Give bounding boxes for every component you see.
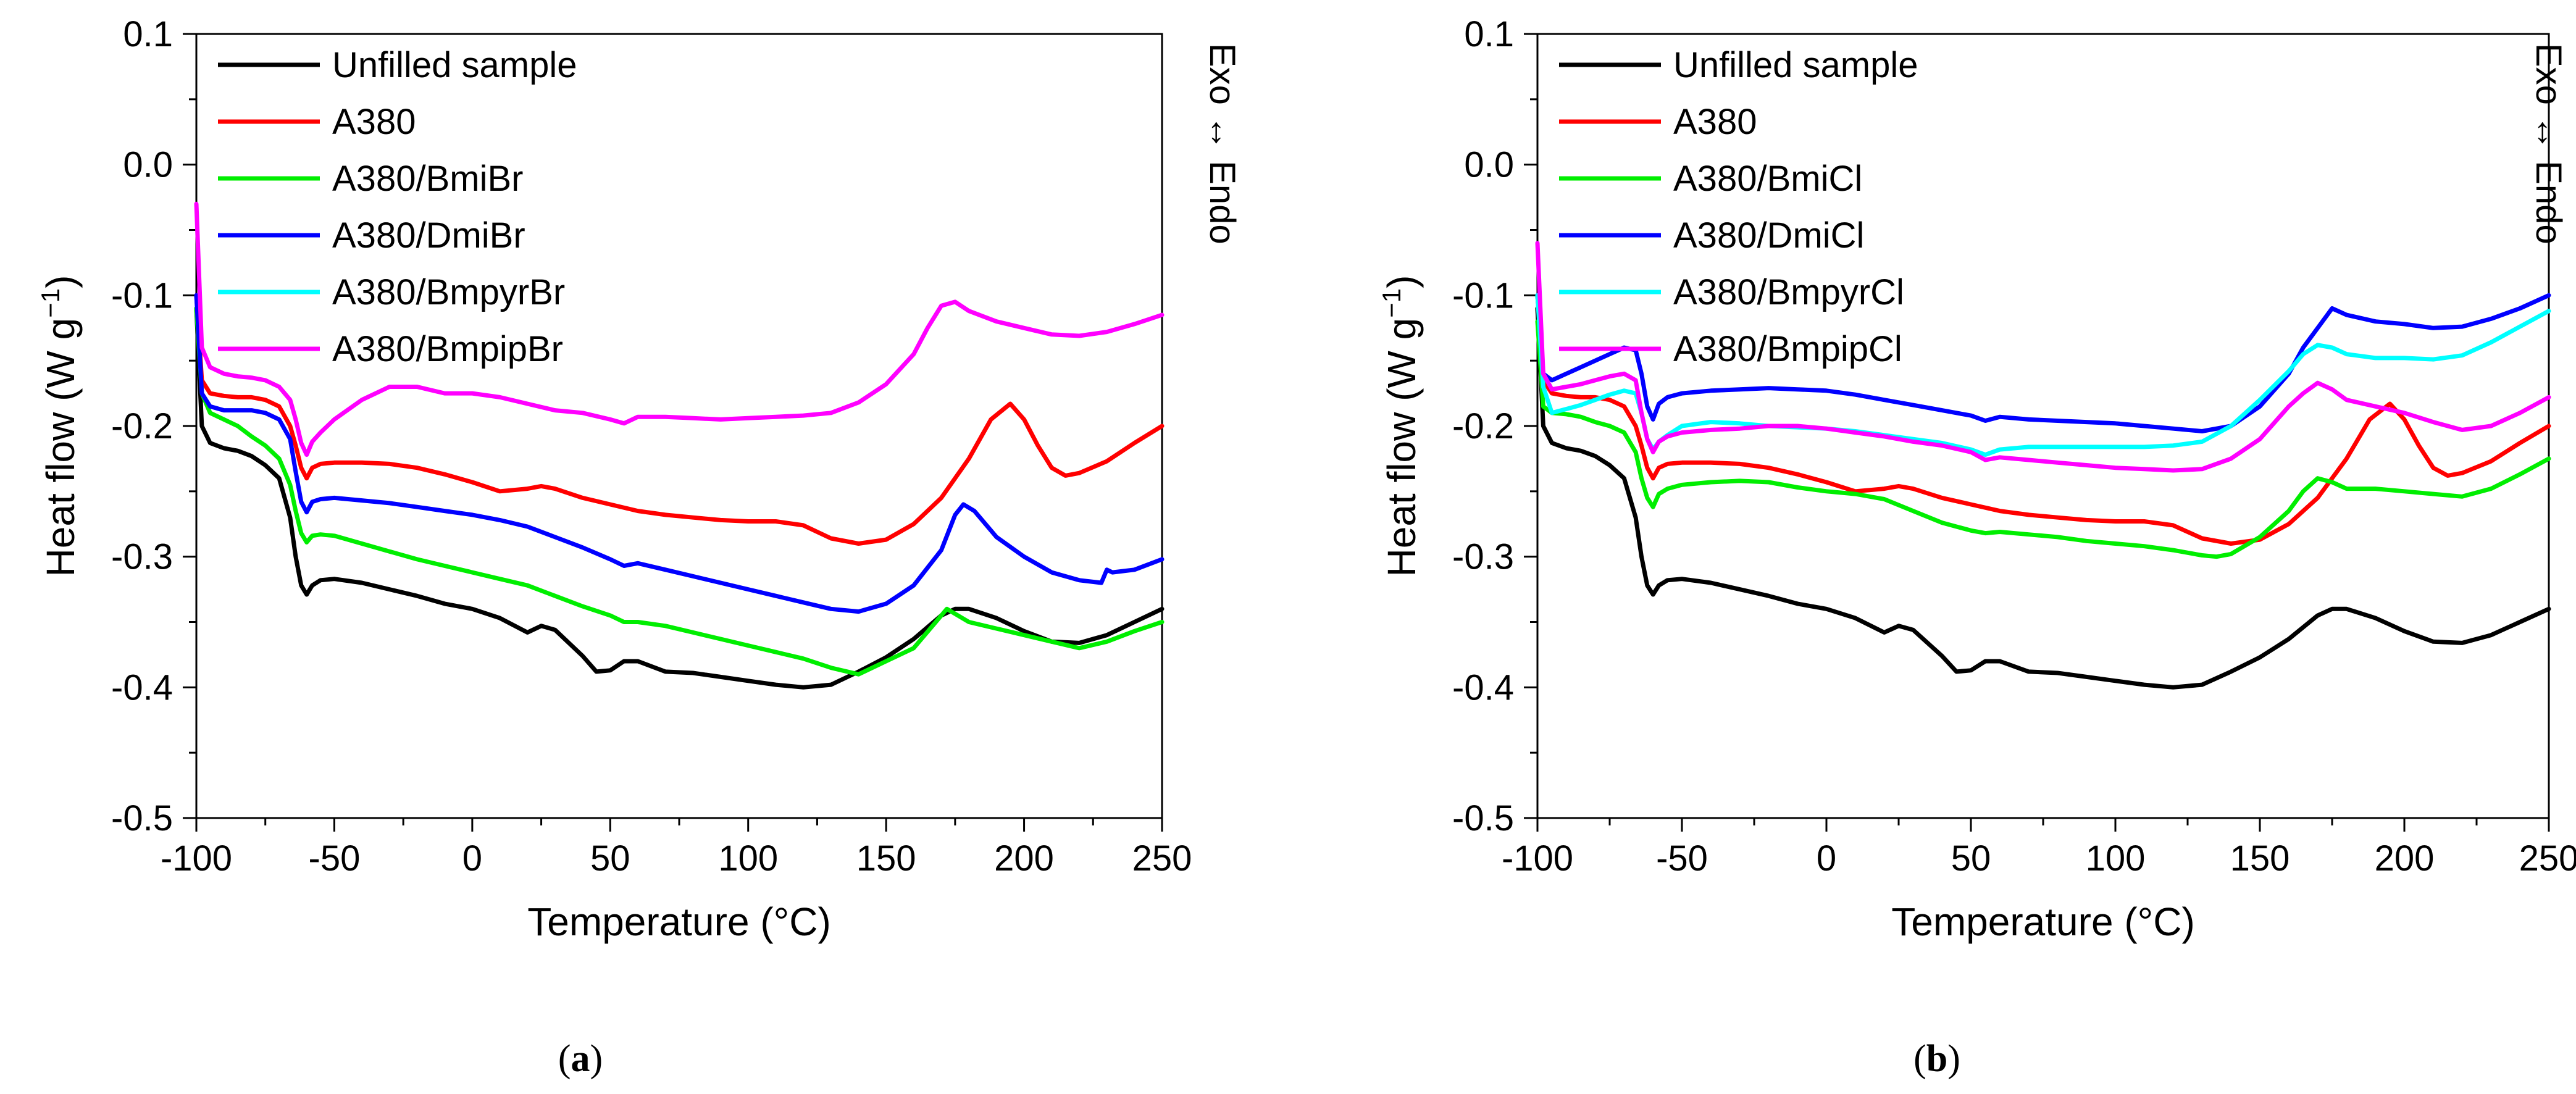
y-tick-label: -0.4 — [111, 667, 173, 708]
series-line-0 — [1535, 306, 2551, 690]
chart-panel-a: -100 -50 0 50 100 150 200 250 0.1 0.0 -0.1 -0.2 -0.3… — [36, 14, 1242, 1080]
panel-label: (a) — [558, 1038, 603, 1080]
x-axis-label: Temperature (°C) — [1891, 900, 2195, 944]
x-tick-label: 100 — [718, 838, 778, 879]
y-axis-label-exponent: −1 — [36, 288, 65, 318]
y-tick-label: -0.2 — [1452, 406, 1514, 446]
x-tick-label: 50 — [590, 838, 630, 879]
y-tick-label: 0.0 — [123, 145, 173, 185]
legend-label: A380/BmpyrBr — [332, 272, 565, 312]
panel-label: (b) — [1913, 1038, 1960, 1080]
plot-frame — [195, 33, 1163, 819]
y-tick-label: 0.1 — [123, 14, 173, 54]
x-tick-label: 200 — [2375, 838, 2435, 879]
series-line-2 — [1535, 319, 2551, 559]
x-tick-label: 250 — [1132, 838, 1192, 879]
y-tick-label: -0.2 — [111, 406, 173, 446]
series-line-1 — [194, 293, 1165, 546]
y-tick-label: -0.3 — [111, 537, 173, 577]
x-tick-label: 0 — [1817, 838, 1836, 879]
y-tick-label: -0.5 — [111, 798, 173, 838]
y-tick-label: 0.0 — [1464, 145, 1514, 185]
x-tick-label: -50 — [1656, 838, 1708, 879]
x-tick-label: 200 — [994, 838, 1054, 879]
panel-paren-open: ( — [558, 1038, 571, 1080]
y-tick-label: 0.1 — [1464, 14, 1514, 54]
legend-label: A380/DmiCl — [1673, 215, 1864, 256]
legend-label: Unfilled sample — [332, 45, 577, 85]
legend-label: A380/DmiBr — [332, 215, 525, 256]
legend-label: Unfilled sample — [1673, 45, 1918, 85]
series-line-3 — [194, 293, 1165, 614]
x-tick-label: 150 — [2230, 838, 2290, 879]
legend-label: A380 — [332, 102, 416, 142]
panel-letter: b — [1926, 1038, 1947, 1080]
y-axis-label: Heat flow (W g−1) — [1377, 275, 1424, 577]
x-tick-label: 250 — [2519, 838, 2576, 879]
y-axis-label-close: ) — [1379, 275, 1424, 288]
exo-endo-label: Exo ↔ Endo — [1202, 43, 1242, 244]
x-tick-label: -100 — [161, 838, 232, 879]
x-tick-label: 150 — [856, 838, 916, 879]
y-tick-label: -0.1 — [1452, 275, 1514, 315]
series-line-5 — [1535, 241, 2551, 473]
legend-label: A380/BmiBr — [332, 159, 523, 199]
y-axis-label-exponent: −1 — [1377, 288, 1406, 318]
y-axis-label-close: ) — [38, 275, 83, 288]
y-tick-label: -0.3 — [1452, 537, 1514, 577]
y-axis-label: Heat flow (W g−1) — [36, 275, 83, 577]
y-tick-label: -0.4 — [1452, 667, 1514, 708]
panel-letter: a — [571, 1038, 590, 1080]
chart-panel-b: -100 -50 0 50 100 150 200 250 0.1 0.0 -0.1 -0.2 -0.3… — [1377, 14, 2576, 1080]
panel-paren-open: ( — [1913, 1038, 1926, 1080]
legend-label: A380/BmpipCl — [1673, 329, 1902, 369]
panel-paren-close: ) — [590, 1038, 603, 1080]
x-tick-label: -100 — [1502, 838, 1573, 879]
legend-label: A380 — [1673, 102, 1757, 142]
x-tick-label: 50 — [1951, 838, 1991, 879]
exo-endo-label: Exo ↔ Endo — [2528, 43, 2569, 244]
x-tick-label: 0 — [462, 838, 482, 879]
y-tick-label: -0.5 — [1452, 798, 1514, 838]
x-axis-label: Temperature (°C) — [527, 900, 831, 944]
y-tick-label: -0.1 — [111, 275, 173, 315]
series-line-1 — [1535, 293, 2551, 546]
x-tick-label: 100 — [2086, 838, 2146, 879]
panel-paren-close: ) — [1947, 1038, 1960, 1080]
legend-label: A380/BmpyrCl — [1673, 272, 1904, 312]
series-line-0 — [194, 306, 1165, 690]
series-line-2 — [194, 306, 1165, 677]
y-axis-label-main: Heat flow (W g — [38, 318, 83, 577]
series-line-4 — [1535, 293, 2551, 457]
series-line-5 — [194, 201, 1165, 457]
x-tick-label: -50 — [309, 838, 361, 879]
y-axis-label-main: Heat flow (W g — [1379, 318, 1424, 577]
legend-label: A380/BmiCl — [1673, 159, 1862, 199]
legend-label: A380/BmpipBr — [332, 329, 563, 369]
